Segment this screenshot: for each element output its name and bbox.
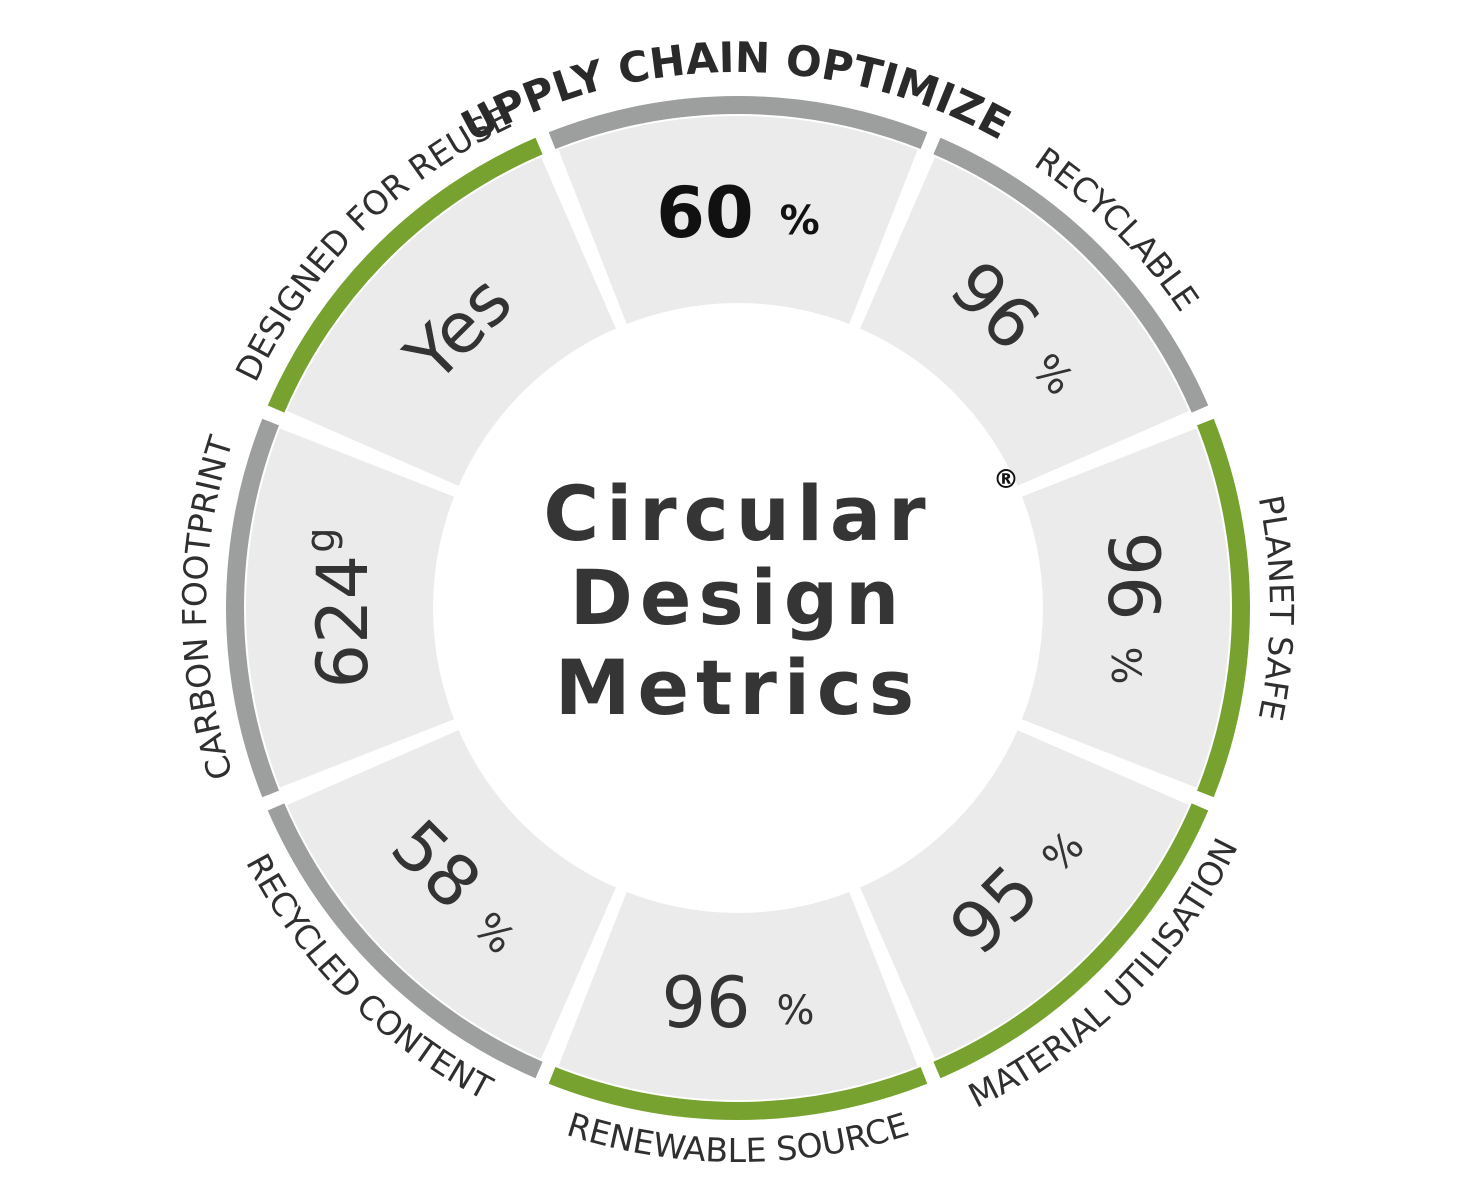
segment-value-supply-chain-optimized: 60% [656, 172, 820, 254]
segment-tile-carbon-footprint [245, 428, 463, 788]
segment-tile-planet-safe [1013, 428, 1230, 788]
center-title-line-2: Design [570, 553, 906, 642]
segment-tile-designed-for-reuse [287, 157, 620, 490]
segment-tile-recycled-content [287, 726, 620, 1059]
segment-tile-material-utilisation [856, 726, 1189, 1059]
segment-arc-recyclable [933, 137, 1209, 413]
segment-arc-recycled-content [267, 803, 543, 1079]
segment-tile-renewable-source [558, 883, 918, 1101]
segment-value-carbon-footprint: 624g [298, 528, 384, 689]
segment-label-planet-safe: PLANET SAFE [1251, 492, 1301, 724]
segment-value-renewable-source: 96% [661, 962, 814, 1044]
center-title-line-1: Circular [543, 469, 932, 558]
segment-arc-material-utilisation [933, 803, 1209, 1079]
segment-value-planet-safe: 96% [1092, 531, 1174, 684]
segment-value-text-carbon-footprint: 624g [298, 528, 384, 689]
segment-tile-recyclable [856, 157, 1189, 490]
center-title-line-3: Metrics [555, 643, 921, 732]
segment-tile-supply-chain-optimized [558, 116, 918, 333]
segments-layer [245, 116, 1230, 1101]
arcs-layer [225, 95, 1250, 1120]
segment-arc-supply-chain-optimized [548, 95, 928, 150]
segment-value-text-supply-chain-optimized: 60% [656, 172, 820, 254]
registered-mark: ® [993, 465, 1019, 495]
segment-arc-designed-for-reuse [267, 137, 543, 413]
segment-arc-planet-safe [1196, 418, 1250, 798]
center-disc [433, 303, 1043, 913]
segment-value-text-renewable-source: 96% [661, 962, 814, 1044]
segment-arc-carbon-footprint [225, 418, 280, 798]
segment-value-text-planet-safe: 96% [1092, 531, 1174, 684]
segment-arc-renewable-source [548, 1066, 928, 1120]
